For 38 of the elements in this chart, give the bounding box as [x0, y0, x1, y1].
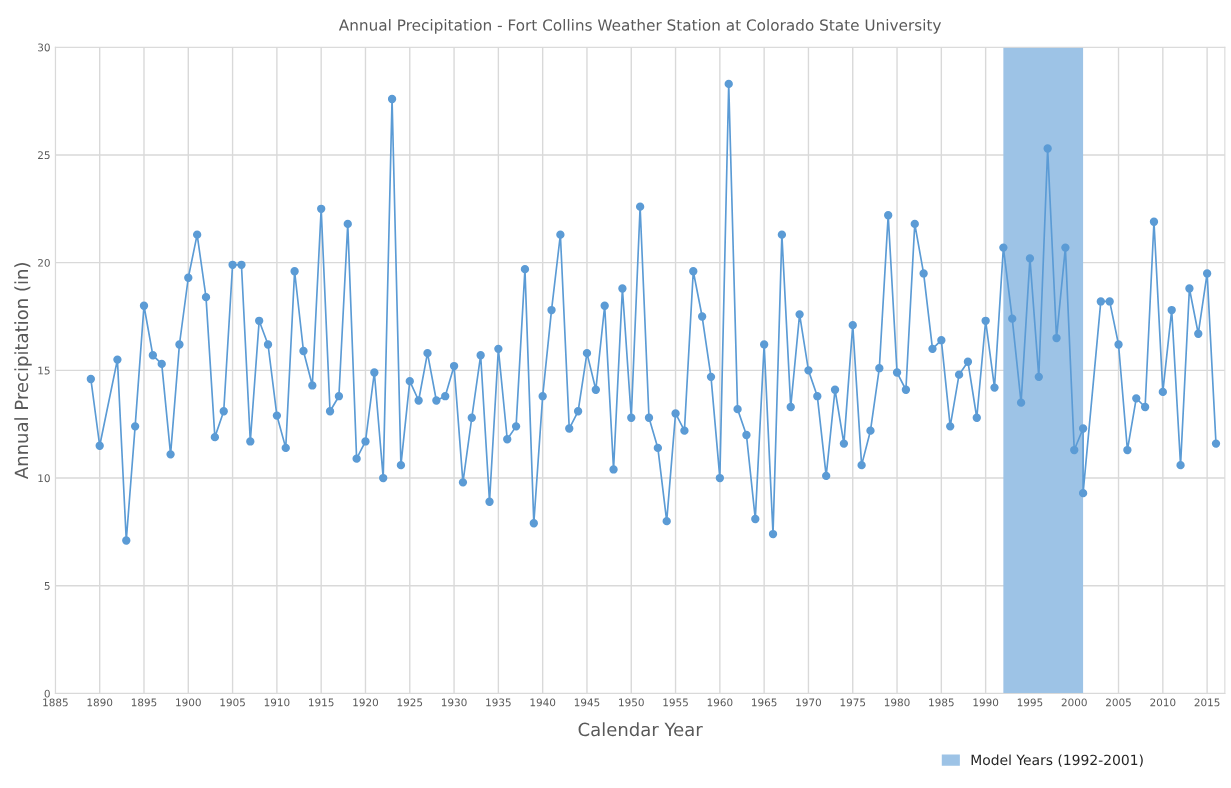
x-tick-label: 1975: [840, 698, 866, 707]
x-tick-label: 1895: [131, 698, 157, 707]
x-tick-label: 1915: [309, 698, 334, 707]
x-tick-label: 2000: [1061, 698, 1087, 707]
x-tick-label: 1995: [1017, 698, 1043, 707]
y-tick-label: 5: [44, 582, 50, 590]
y-tick-label: 10: [38, 474, 50, 483]
x-tick-label: 1935: [486, 698, 511, 707]
x-axis-title: Calendar Year: [578, 722, 703, 737]
chart-title: Annual Precipitation - Fort Collins Weather Station at Colorado State University: [338, 19, 942, 34]
y-axis-title: Annual Precipitation (in): [14, 263, 32, 480]
x-tick-label: 1885: [43, 698, 68, 707]
x-tick-label: 1960: [707, 698, 733, 707]
y-tick-label: 20: [38, 258, 50, 267]
x-tick-label: 1980: [884, 698, 910, 707]
x-tick-label: 1900: [176, 698, 201, 707]
x-tick-label: 1970: [796, 698, 822, 707]
x-tick-label: 2005: [1106, 698, 1131, 707]
x-tick-label: 1890: [87, 698, 113, 707]
x-tick-label: 1985: [929, 698, 954, 707]
x-tick-label: 1940: [530, 698, 556, 707]
x-tick-label: 1955: [663, 698, 688, 707]
y-tick-label: 25: [38, 151, 50, 160]
x-tick-label: 1965: [752, 698, 777, 707]
x-tick-label: 1905: [220, 698, 245, 707]
x-tick-label: 1920: [353, 698, 379, 707]
legend-label: Model Years (1992-2001): [971, 754, 1143, 767]
x-tick-label: 1990: [973, 698, 999, 707]
x-tick-label: 1950: [619, 698, 644, 707]
x-tick-label: 1925: [397, 698, 423, 707]
x-tick-label: 2015: [1194, 698, 1220, 707]
x-tick-label: 1930: [441, 698, 467, 707]
x-tick-label: 2010: [1150, 698, 1176, 707]
y-tick-label: 30: [38, 43, 50, 52]
y-tick-label: 15: [38, 366, 50, 375]
y-tick-label: 0: [44, 689, 50, 698]
x-tick-label: 1945: [574, 698, 600, 707]
x-tick-label: 1910: [264, 698, 290, 707]
